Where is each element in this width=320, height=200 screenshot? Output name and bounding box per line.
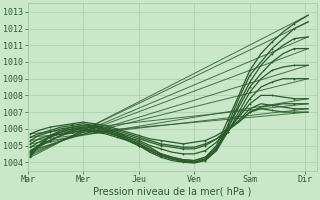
X-axis label: Pression niveau de la mer( hPa ): Pression niveau de la mer( hPa ) bbox=[93, 187, 251, 197]
